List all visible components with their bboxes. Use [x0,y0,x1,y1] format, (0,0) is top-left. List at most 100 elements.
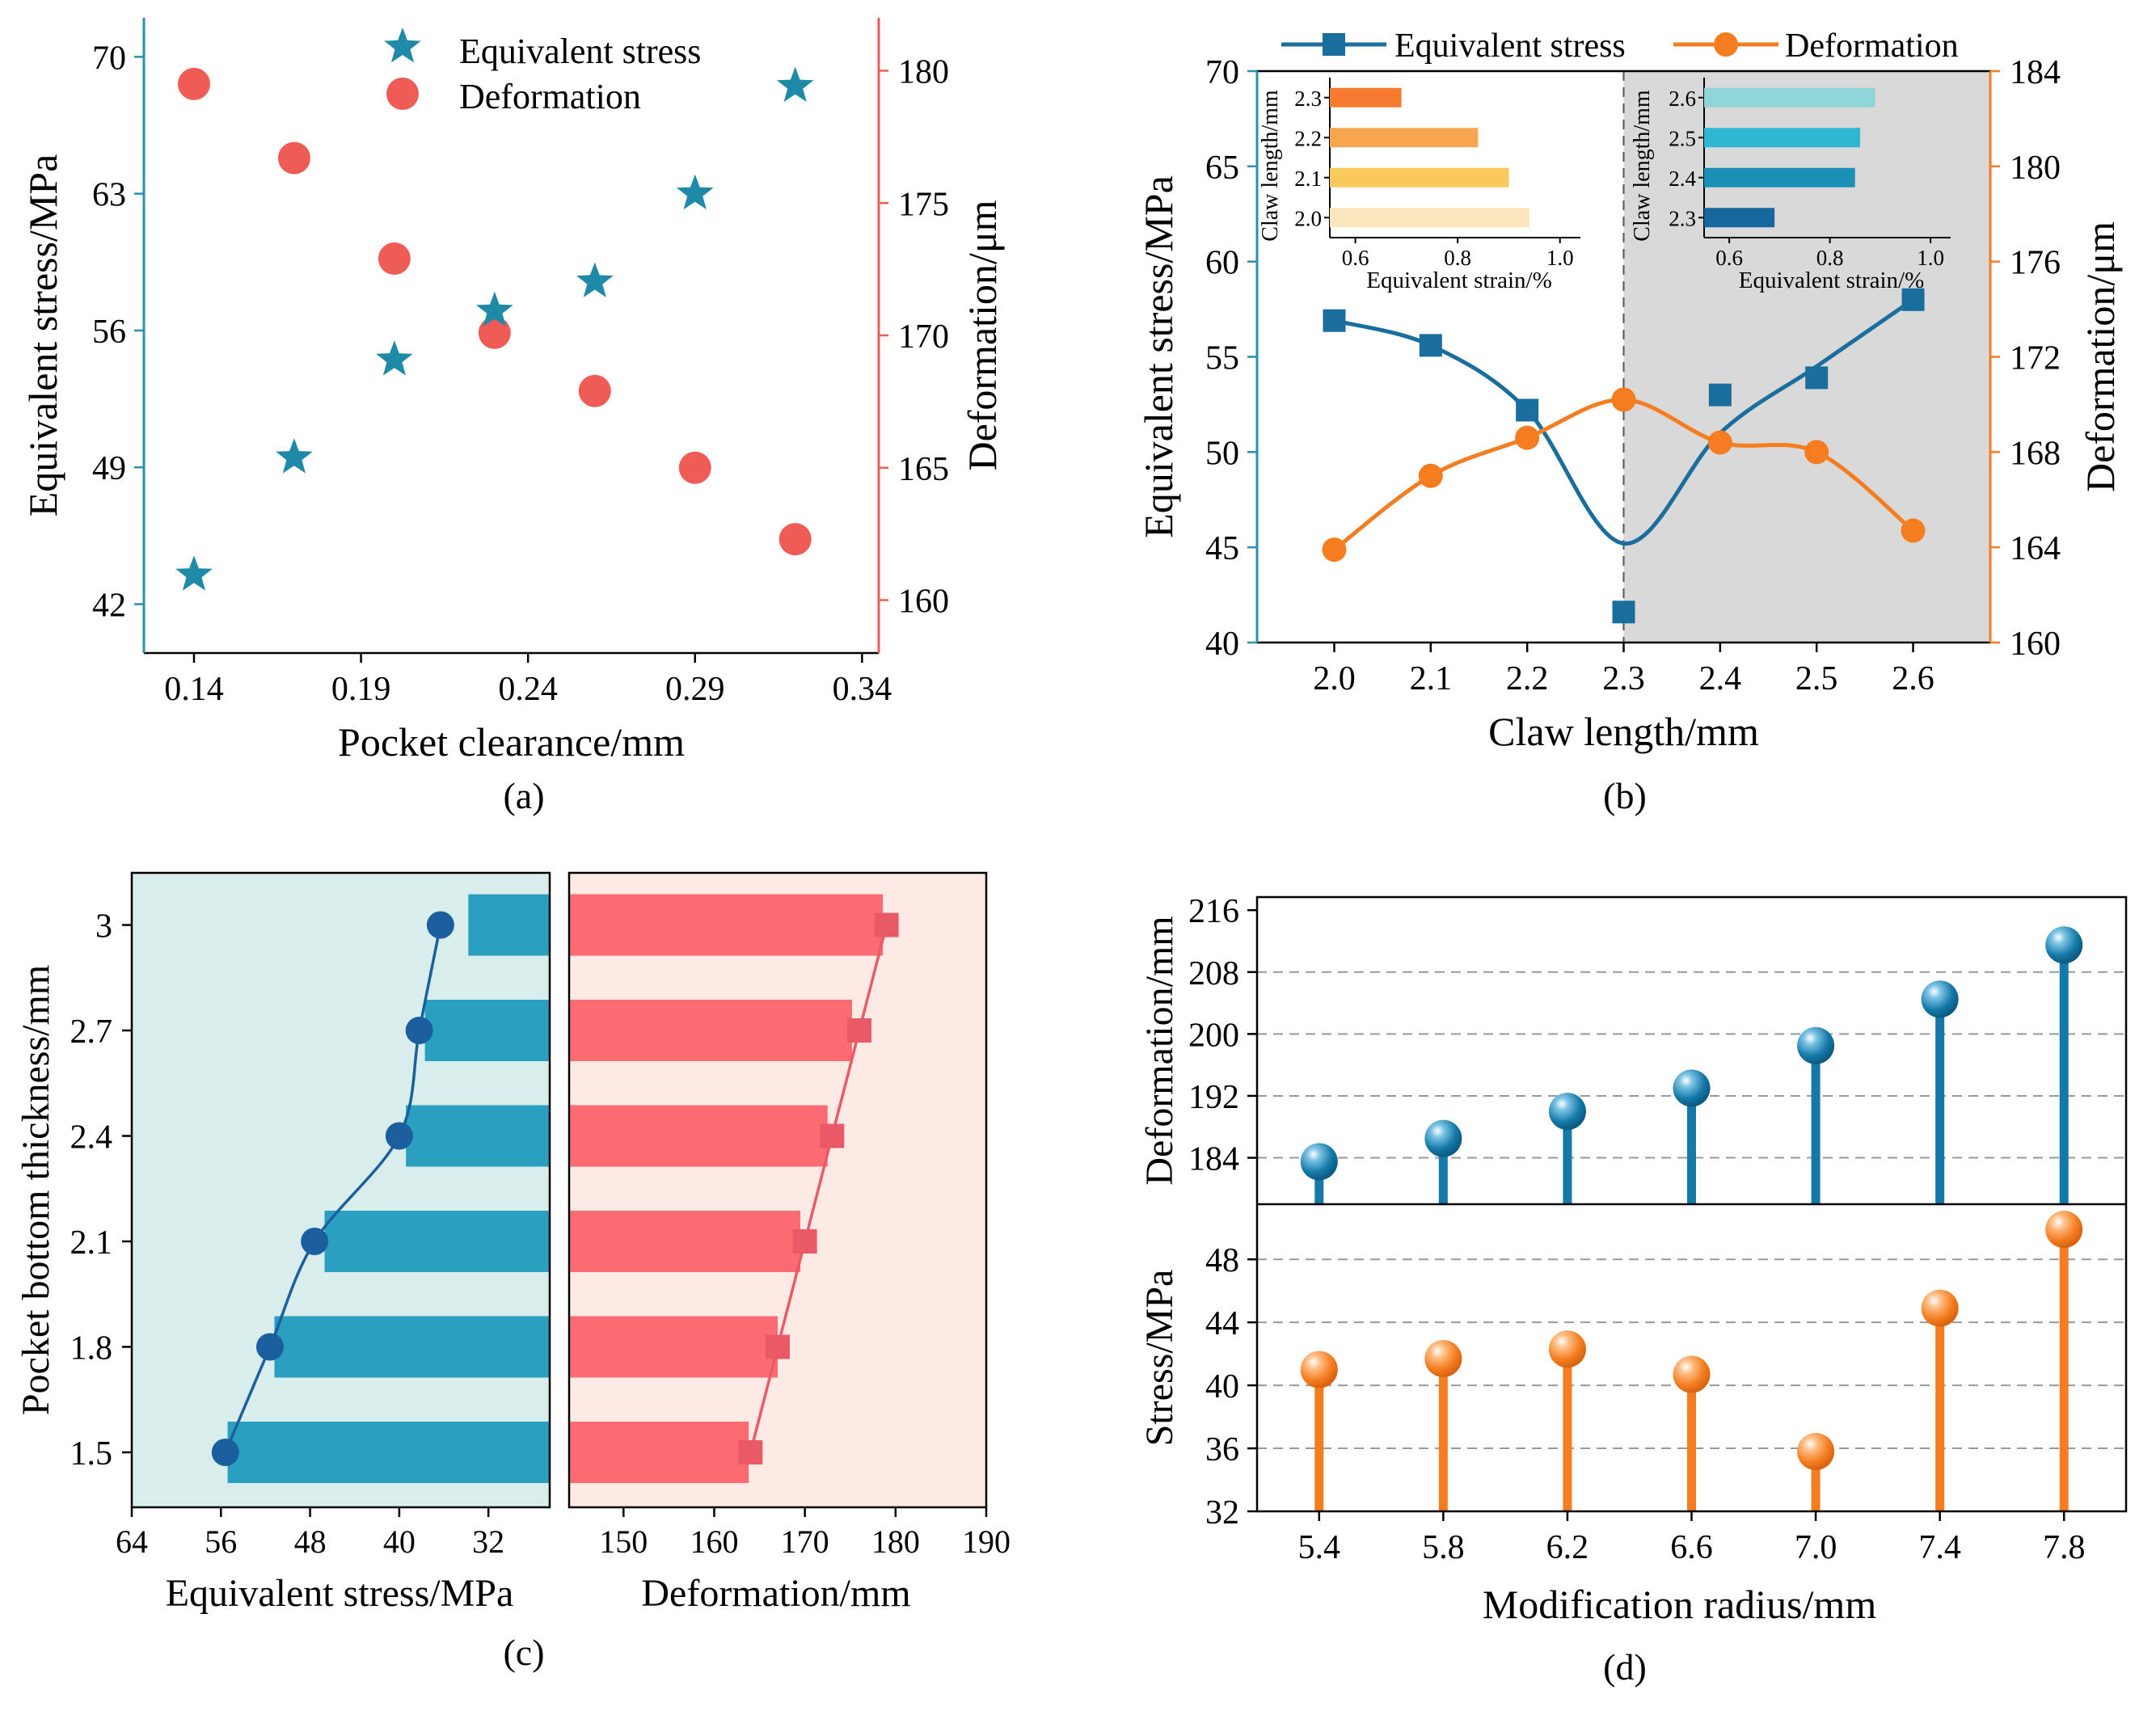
panel-label-a: (a) [503,775,544,816]
inset-y-tick-label: 2.3 [1294,86,1322,111]
x-tick-label: 2.5 [1795,660,1838,697]
bottom-y-tick-label: 44 [1205,1305,1239,1342]
deformation-point [578,374,611,407]
left-plot-frame [130,871,551,1509]
inset-y-tick-label: 2.5 [1669,126,1696,150]
deformation-point [378,242,411,276]
deformation-bar [569,894,884,956]
bottom-y-tick-label: 32 [1205,1494,1239,1532]
inset-bar [1704,87,1875,107]
stress-point [1516,398,1539,422]
inset-y-tick-label: 2.0 [1294,206,1322,230]
deformation-point [1804,440,1829,465]
deformation-point [1515,425,1540,450]
inset-y-axis-label: Claw length/mm [1258,90,1283,242]
stress-point [175,555,213,591]
stress-point [405,1017,433,1044]
x-tick-label: 0.24 [498,671,558,708]
legend-stress-label: Equivalent stress [1394,27,1626,65]
y-tick-label: 1.8 [70,1330,113,1367]
y-right-tick-label: 164 [2010,530,2061,567]
right-x-tick-label: 170 [781,1523,829,1560]
stress-point [385,1122,413,1150]
stress-ball [1300,1351,1338,1388]
right-x-axis-label: Deformation/mm [641,1572,910,1615]
stress-point [376,340,413,376]
deformation-bar [569,1211,801,1272]
deformation-point [177,67,210,100]
left-x-tick-label: 56 [205,1523,237,1560]
inset-bar [1330,208,1529,228]
y-right-tick-label: 168 [2010,435,2061,472]
y-right-tick-label: 180 [898,54,949,91]
deformation-point [766,1334,790,1359]
x-tick-label: 7.0 [1795,1529,1837,1566]
stress-ball [1424,1339,1462,1377]
inset-x-tick-label: 0.6 [1715,246,1743,270]
deformation-ball [1921,980,1959,1018]
deformation-point [1611,387,1636,412]
stress-bar [227,1422,550,1483]
x-tick-label: 7.4 [1918,1529,1961,1566]
x-tick-label: 2.0 [1313,660,1356,697]
y-tick-label: 3 [95,908,112,946]
panel-label-b: (b) [1603,775,1647,816]
y-left-tick-label: 55 [1205,340,1239,377]
y-tick-label: 2.1 [70,1224,113,1262]
right-x-tick-label: 160 [690,1523,738,1560]
y-left-axis-label: Equivalent stress/MPa [1136,175,1181,538]
stress-point [776,66,814,103]
stress-bar [324,1211,550,1272]
left-x-tick-label: 64 [116,1523,148,1560]
stress-point [1419,334,1442,357]
top-y-tick-label: 208 [1188,955,1239,992]
x-tick-label: 0.29 [665,671,725,708]
stress-point [1612,600,1635,624]
panel-label-d: (d) [1603,1646,1647,1688]
inset-x-tick-label: 1.0 [1546,246,1574,270]
x-tick-label: 5.4 [1298,1529,1341,1566]
inset-bar [1704,208,1775,228]
stress-point [1323,309,1346,332]
x-tick-label: 2.2 [1506,660,1549,697]
deformation-trend-line [749,925,888,1453]
stress-bar [274,1316,550,1378]
x-tick-label: 5.8 [1422,1529,1465,1566]
y-left-tick-label: 70 [92,40,126,77]
y-left-tick-label: 49 [92,450,126,487]
deformation-point [820,1123,845,1148]
y-left-tick-label: 60 [1205,245,1239,282]
right-plot-background [569,873,986,1507]
y-right-tick-label: 165 [898,451,949,488]
inset-bar [1330,87,1402,107]
x-axis-label: Pocket clearance/mm [338,719,685,765]
inset-bar [1704,167,1855,188]
y-left-tick-label: 63 [92,177,126,214]
panel-d: 184 192 200 208 216 32 36 40 44 48 5.4 5.8 6.2 6.6 7.0… [1138,893,2128,1688]
stress-point [426,911,454,939]
bottom-y-tick-label: 48 [1205,1242,1239,1279]
stress-point [576,262,614,297]
inset-x-tick-label: 1.0 [1917,246,1944,270]
legend-star-marker [384,27,421,63]
shaded-region [1623,71,1990,643]
legend-stress-label: Equivalent stress [459,32,701,71]
deformation-ball [1797,1026,1835,1064]
stress-point [276,438,313,474]
x-tick-label: 0.34 [833,671,892,708]
legend-circle-marker [386,78,419,110]
right-x-tick-label: 180 [871,1523,920,1560]
stress-point [211,1439,239,1466]
inset-y-axis-label: Claw length/mm [1630,90,1655,242]
stress-point [1901,288,1925,311]
top-y-tick-label: 216 [1188,893,1239,930]
panel-a: 0.14 0.19 0.24 0.29 0.34 42 49 56 63 70 160 165 170 1… [20,18,1005,816]
inset-y-tick-label: 2.3 [1669,206,1696,230]
deformation-point [1707,430,1732,455]
deformation-point [738,1440,763,1464]
inset-bar [1330,167,1509,188]
x-tick-label: 2.6 [1892,660,1934,697]
y-right-tick-label: 175 [898,186,949,223]
stress-ball [1548,1330,1586,1368]
inset-bar [1330,128,1479,148]
